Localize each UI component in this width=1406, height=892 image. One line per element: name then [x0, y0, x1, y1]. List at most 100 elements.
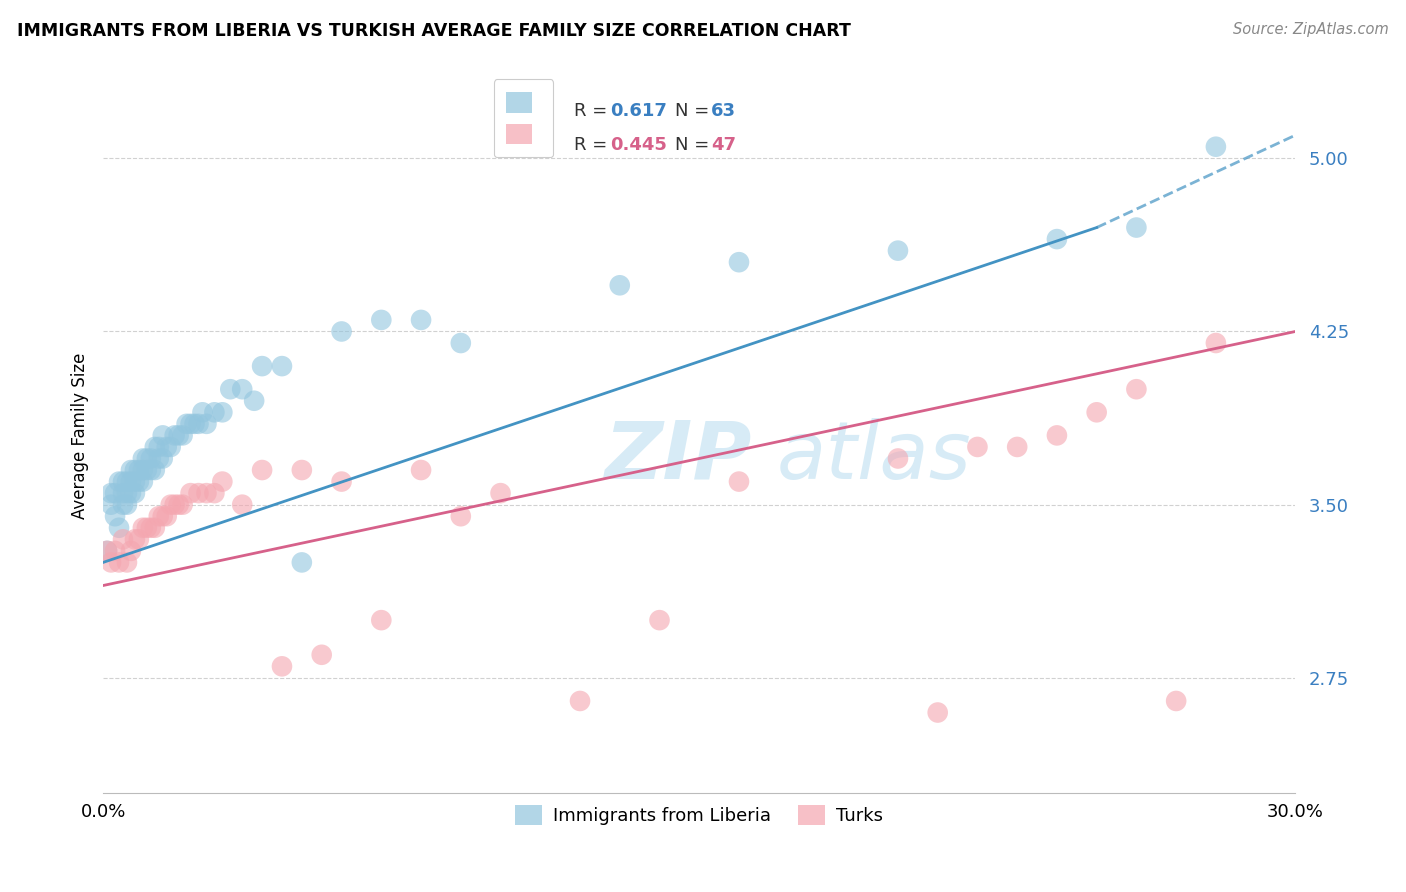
- Y-axis label: Average Family Size: Average Family Size: [72, 352, 89, 518]
- Point: [132, 451, 155, 466]
- Point: [609, 278, 631, 293]
- Point: [195, 486, 218, 500]
- Point: [250, 463, 273, 477]
- Point: [1205, 336, 1227, 351]
- Point: [156, 440, 179, 454]
- Point: [172, 498, 194, 512]
- Point: [191, 405, 214, 419]
- Point: [143, 463, 166, 477]
- Point: [159, 440, 181, 454]
- Point: [370, 313, 392, 327]
- Point: [148, 451, 170, 466]
- Point: [231, 382, 253, 396]
- Point: [108, 556, 131, 570]
- Text: N =: N =: [675, 103, 710, 120]
- Point: [111, 498, 134, 512]
- Point: [124, 475, 146, 489]
- Text: 0.617: 0.617: [610, 103, 666, 120]
- Point: [183, 417, 205, 431]
- Point: [450, 336, 472, 351]
- Point: [120, 463, 142, 477]
- Point: [139, 463, 162, 477]
- Point: [1125, 220, 1147, 235]
- Point: [148, 440, 170, 454]
- Point: [152, 451, 174, 466]
- Point: [291, 556, 314, 570]
- Point: [115, 486, 138, 500]
- Point: [143, 440, 166, 454]
- Point: [115, 556, 138, 570]
- Text: Source: ZipAtlas.com: Source: ZipAtlas.com: [1233, 22, 1389, 37]
- Point: [104, 509, 127, 524]
- Point: [1046, 232, 1069, 246]
- Point: [569, 694, 592, 708]
- Point: [152, 428, 174, 442]
- Point: [1005, 440, 1028, 454]
- Point: [271, 359, 294, 373]
- Point: [966, 440, 988, 454]
- Point: [927, 706, 949, 720]
- Point: [167, 498, 190, 512]
- Point: [450, 509, 472, 524]
- Point: [163, 498, 186, 512]
- Point: [100, 556, 122, 570]
- Point: [648, 613, 671, 627]
- Point: [180, 486, 202, 500]
- Point: [180, 417, 202, 431]
- Point: [111, 533, 134, 547]
- Point: [330, 325, 353, 339]
- Point: [100, 486, 122, 500]
- Point: [139, 521, 162, 535]
- Point: [132, 521, 155, 535]
- Legend: Immigrants from Liberia, Turks: Immigrants from Liberia, Turks: [506, 796, 893, 834]
- Point: [124, 463, 146, 477]
- Point: [409, 313, 432, 327]
- Point: [271, 659, 294, 673]
- Point: [243, 393, 266, 408]
- Point: [139, 451, 162, 466]
- Point: [148, 509, 170, 524]
- Point: [231, 498, 253, 512]
- Point: [887, 451, 910, 466]
- Point: [1046, 428, 1069, 442]
- Point: [1085, 405, 1108, 419]
- Point: [211, 475, 233, 489]
- Text: 63: 63: [711, 103, 737, 120]
- Text: 47: 47: [711, 136, 737, 154]
- Point: [104, 544, 127, 558]
- Point: [1166, 694, 1188, 708]
- Point: [120, 486, 142, 500]
- Point: [96, 544, 118, 558]
- Text: R =: R =: [574, 103, 607, 120]
- Point: [187, 417, 209, 431]
- Text: atlas: atlas: [776, 417, 972, 496]
- Text: ZIP: ZIP: [603, 417, 751, 496]
- Point: [132, 463, 155, 477]
- Point: [163, 428, 186, 442]
- Point: [887, 244, 910, 258]
- Point: [311, 648, 333, 662]
- Point: [172, 428, 194, 442]
- Point: [111, 486, 134, 500]
- Point: [115, 475, 138, 489]
- Point: [159, 498, 181, 512]
- Point: [176, 417, 198, 431]
- Point: [120, 544, 142, 558]
- Text: IMMIGRANTS FROM LIBERIA VS TURKISH AVERAGE FAMILY SIZE CORRELATION CHART: IMMIGRANTS FROM LIBERIA VS TURKISH AVERA…: [17, 22, 851, 40]
- Point: [202, 405, 225, 419]
- Point: [152, 509, 174, 524]
- Point: [291, 463, 314, 477]
- Point: [143, 521, 166, 535]
- Point: [111, 475, 134, 489]
- Point: [124, 486, 146, 500]
- Point: [135, 451, 157, 466]
- Point: [219, 382, 242, 396]
- Point: [1205, 139, 1227, 153]
- Point: [1125, 382, 1147, 396]
- Point: [187, 486, 209, 500]
- Point: [115, 498, 138, 512]
- Point: [128, 463, 150, 477]
- Point: [167, 428, 190, 442]
- Point: [409, 463, 432, 477]
- Point: [104, 486, 127, 500]
